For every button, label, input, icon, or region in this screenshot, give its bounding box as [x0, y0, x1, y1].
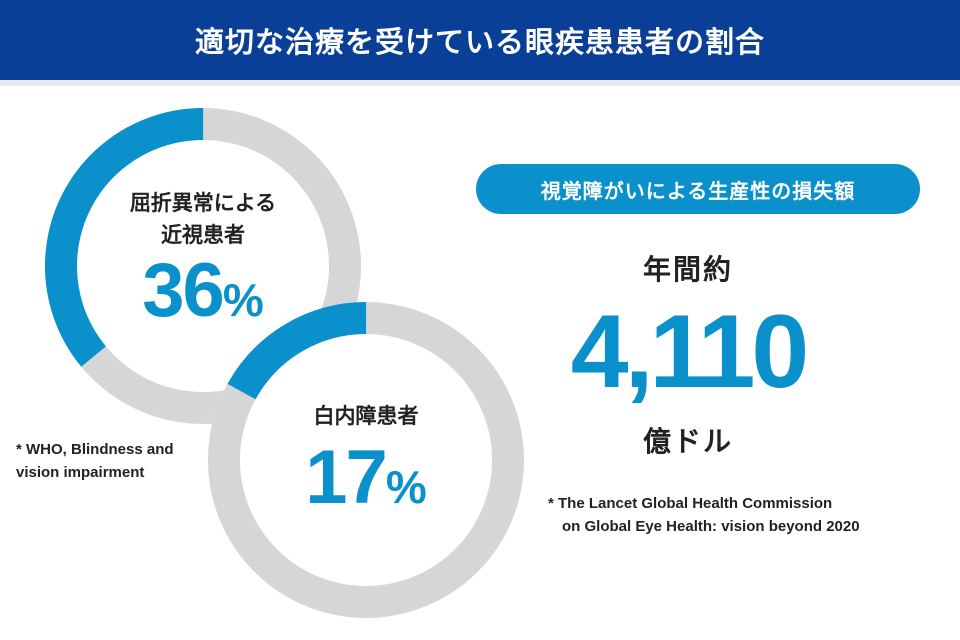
percent-number: 17 — [305, 435, 388, 520]
loss-pill-label: 視覚障がいによる生産性の損失額 — [476, 164, 920, 214]
percent-value: 17% — [266, 438, 466, 527]
source-line: * WHO, Blindness and — [16, 441, 174, 458]
pill-text: 視覚障がいによる生産性の損失額 — [540, 178, 856, 203]
page-title: 適切な治療を受けている眼疾患患者の割合 — [194, 25, 765, 59]
loss-prefix: 年間約 — [642, 253, 733, 286]
donut-value-slice — [45, 108, 361, 424]
category-label: 白内障患者 — [313, 404, 419, 428]
header-banner: 適切な治療を受けている眼疾患患者の割合 — [0, 0, 960, 80]
source-line: on Global Eye Health: vision beyond 2020 — [562, 518, 860, 535]
percent-unit: % — [222, 274, 264, 326]
donut-label-myopia: 屈折異常による 近視患者 36% — [103, 187, 303, 340]
loss-unit: 億ドル — [642, 425, 733, 458]
category-label: 屈折異常による — [129, 191, 277, 215]
source-line: * The Lancet Global Health Commission — [548, 495, 833, 512]
donut-chart-cataract — [208, 301, 524, 618]
loss-amount: 4,110 — [570, 294, 810, 410]
category-label: 近視患者 — [161, 223, 245, 247]
source-line: vision impairment — [16, 464, 145, 481]
donut-value-slice — [208, 301, 524, 618]
donut-backing — [208, 302, 524, 618]
source-note-lancet: * The Lancet Global Health Commission on… — [548, 492, 860, 538]
donut-label-cataract: 白内障患者 17% — [266, 400, 466, 527]
percent-value: 36% — [103, 251, 303, 340]
source-note-who: * WHO, Blindness and vision impairment — [16, 438, 174, 484]
percent-number: 36 — [142, 248, 225, 333]
percent-unit: % — [385, 461, 427, 513]
header-divider — [0, 80, 960, 86]
